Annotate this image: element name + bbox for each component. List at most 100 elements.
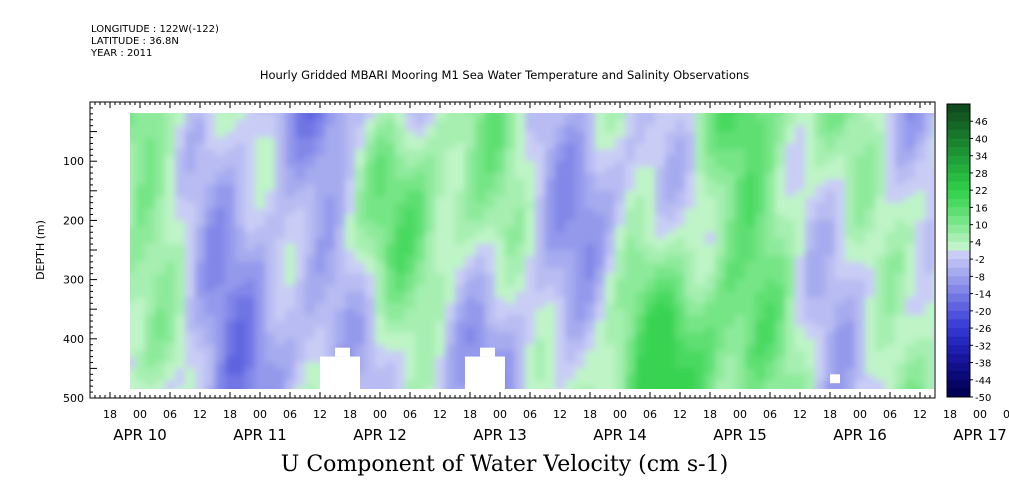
field-cell — [625, 125, 636, 133]
field-cell — [455, 202, 466, 210]
field-cell — [295, 350, 306, 358]
field-cell — [265, 297, 276, 304]
field-cell — [675, 338, 686, 346]
field-cell — [765, 350, 776, 358]
field-cell — [765, 279, 776, 287]
field-cell — [395, 131, 406, 139]
field-cell — [465, 143, 476, 150]
field-cell — [385, 119, 396, 127]
field-cell — [145, 332, 156, 340]
field-cell — [375, 190, 386, 198]
field-cell — [145, 113, 156, 121]
field-cell — [465, 178, 476, 186]
field-cell — [685, 190, 696, 198]
field-cell — [415, 184, 426, 192]
field-cell — [705, 178, 716, 186]
field-cell — [655, 250, 666, 257]
field-cell — [265, 196, 276, 204]
colorbar-swatch — [947, 216, 970, 226]
field-cell — [365, 161, 376, 168]
field-cell — [705, 250, 716, 257]
field-cell — [475, 238, 486, 245]
field-cell — [595, 321, 606, 328]
field-cell — [895, 226, 906, 233]
field-cell — [445, 344, 456, 352]
field-cell — [265, 131, 276, 139]
field-cell — [805, 196, 816, 204]
field-cell — [525, 184, 536, 192]
field-cell — [615, 178, 626, 186]
field-cell — [195, 113, 206, 121]
field-cell — [195, 131, 206, 139]
field-cell — [935, 315, 946, 322]
field-cell — [555, 344, 566, 352]
field-cell — [335, 149, 346, 156]
field-cell — [305, 214, 316, 221]
field-cell — [675, 167, 686, 174]
field-cell — [695, 362, 706, 369]
field-cell — [275, 344, 286, 352]
field-cell — [405, 362, 416, 369]
field-cell — [465, 291, 476, 298]
field-cell — [415, 386, 426, 389]
field-cell — [705, 273, 716, 281]
field-cell — [715, 368, 726, 375]
field-cell — [365, 113, 376, 121]
field-cell — [425, 374, 436, 381]
field-cell — [435, 208, 446, 216]
field-cell — [375, 232, 386, 239]
field-cell — [195, 226, 206, 233]
field-cell — [375, 261, 386, 269]
field-cell — [755, 332, 766, 340]
field-cell — [725, 202, 736, 210]
field-cell — [515, 338, 526, 346]
field-cell — [925, 226, 934, 233]
field-cell — [445, 143, 456, 150]
field-cell — [225, 113, 236, 115]
field-cell — [155, 380, 166, 387]
field-cell — [775, 184, 786, 192]
field-cell — [815, 137, 826, 145]
field-cell — [255, 208, 266, 216]
field-cell — [555, 202, 566, 210]
field-cell — [435, 332, 446, 340]
field-cell — [685, 338, 696, 346]
field-cell — [615, 380, 626, 387]
field-cell — [745, 321, 756, 328]
field-cell — [465, 344, 476, 352]
field-cell — [465, 184, 476, 192]
field-cell — [385, 309, 396, 316]
field-cell — [445, 386, 456, 389]
y-tick-label: 300 — [63, 274, 84, 287]
field-cell — [925, 167, 934, 174]
field-cell — [495, 125, 506, 133]
field-cell — [805, 332, 816, 340]
field-cell — [205, 173, 216, 180]
field-cell — [595, 190, 606, 198]
field-cell — [425, 244, 436, 251]
field-cell — [130, 113, 136, 115]
field-cell — [385, 214, 396, 221]
field-cell — [815, 232, 826, 239]
field-cell — [365, 214, 376, 221]
field-cell — [225, 326, 236, 334]
field-cell — [325, 208, 336, 216]
field-cell — [195, 167, 206, 174]
field-cell — [705, 315, 716, 322]
field-cell — [785, 291, 796, 298]
field-cell — [205, 143, 216, 150]
field-cell — [815, 267, 826, 275]
field-cell — [435, 119, 446, 127]
field-cell — [815, 173, 826, 180]
field-cell — [275, 220, 286, 227]
field-cell — [515, 374, 526, 381]
field-cell — [535, 167, 546, 174]
field-cell — [915, 113, 926, 115]
field-cell — [475, 321, 486, 328]
field-cell — [335, 220, 346, 227]
field-cell — [195, 220, 206, 227]
field-cell — [625, 285, 636, 293]
field-cell — [545, 368, 556, 375]
field-cell — [425, 344, 436, 352]
field-cell — [235, 190, 246, 198]
